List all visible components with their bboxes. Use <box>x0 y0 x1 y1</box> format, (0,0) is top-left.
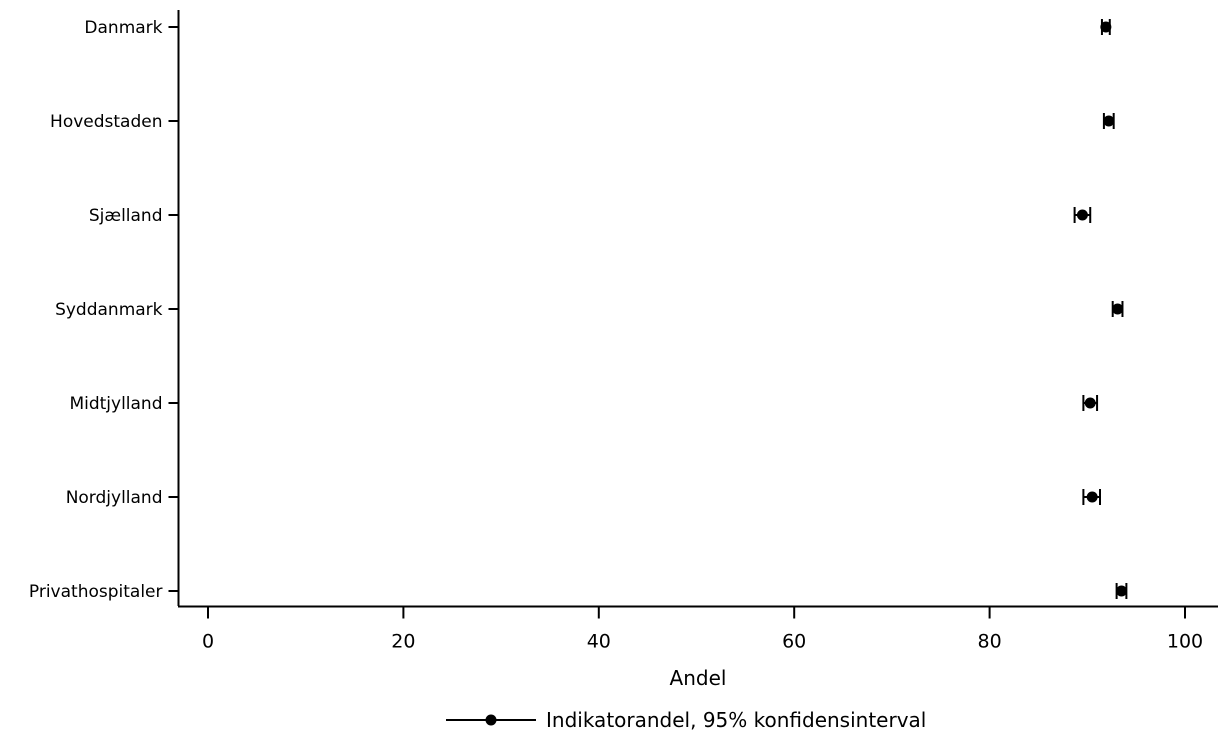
data-point <box>1103 115 1115 127</box>
x-tick-label: 80 <box>978 631 1002 653</box>
x-tick-label: 60 <box>782 631 806 653</box>
x-axis-ticks: 0 20 40 60 80 100 <box>202 606 1203 653</box>
legend-label: Indikatorandel, 95% konfidensinterval <box>546 708 926 732</box>
x-axis-title: Andel <box>670 666 727 690</box>
x-tick-label: 20 <box>391 631 415 653</box>
y-tick-label: Sjælland <box>89 206 163 226</box>
x-tick-label: 40 <box>587 631 611 653</box>
y-tick-label: Privathospitaler <box>29 582 163 602</box>
data-point <box>1076 209 1088 221</box>
data-point <box>1084 397 1096 409</box>
legend: Indikatorandel, 95% konfidensinterval <box>446 708 926 732</box>
y-axis-ticks: Danmark Hovedstaden Sjælland Syddanmark Midt… <box>29 18 179 602</box>
x-tick-label: 100 <box>1167 631 1203 653</box>
y-tick-label: Nordjylland <box>66 488 163 508</box>
y-tick-label: Syddanmark <box>55 300 163 320</box>
data-point <box>1100 21 1112 33</box>
data-point <box>1115 585 1127 597</box>
x-tick-label: 0 <box>202 631 214 653</box>
y-tick-label: Danmark <box>84 18 162 38</box>
data-point <box>1112 303 1124 315</box>
data-point <box>1086 491 1098 503</box>
data-marks <box>1073 19 1128 599</box>
y-tick-label: Hovedstaden <box>50 112 162 132</box>
y-tick-label: Midtjylland <box>69 394 162 414</box>
legend-marker <box>485 714 497 726</box>
